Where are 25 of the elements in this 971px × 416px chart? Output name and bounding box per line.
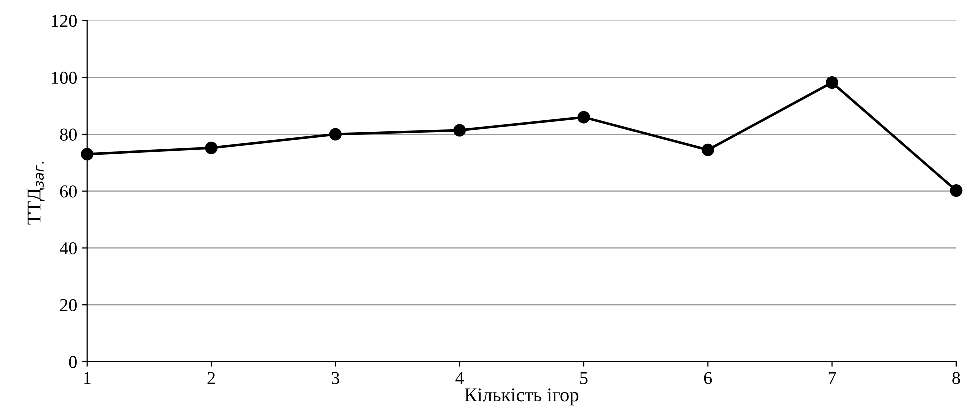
point [702, 144, 714, 156]
point [950, 184, 963, 198]
x-tick-label: 8 [952, 372, 960, 384]
x-tick-label: 1 [84, 372, 91, 384]
y-tick-label: 80 [60, 128, 77, 141]
point [578, 111, 590, 124]
x-tick-label: 4 [456, 372, 464, 384]
y-tick-label: 20 [60, 299, 77, 312]
point [81, 148, 94, 161]
y-tick-label: 40 [60, 242, 77, 255]
x-tick-label: 2 [208, 372, 216, 384]
point [329, 128, 342, 141]
x-tick-label: 3 [332, 372, 340, 384]
y-tick-label: 0 [69, 356, 77, 368]
point [454, 124, 466, 137]
y-tick-label: 100 [52, 72, 77, 84]
x-tick-label: 5 [580, 372, 588, 384]
point [205, 142, 218, 154]
y-tick-label: 60 [60, 186, 77, 198]
x-tick-label: 7 [828, 372, 836, 384]
x-axis-title: Кількість ігор [464, 388, 579, 406]
point [826, 76, 839, 90]
x-tick-label: 6 [704, 372, 712, 384]
y-tick-label: 120 [52, 15, 77, 28]
y-axis-title: ТТД$_{заг.}$ [28, 162, 45, 225]
